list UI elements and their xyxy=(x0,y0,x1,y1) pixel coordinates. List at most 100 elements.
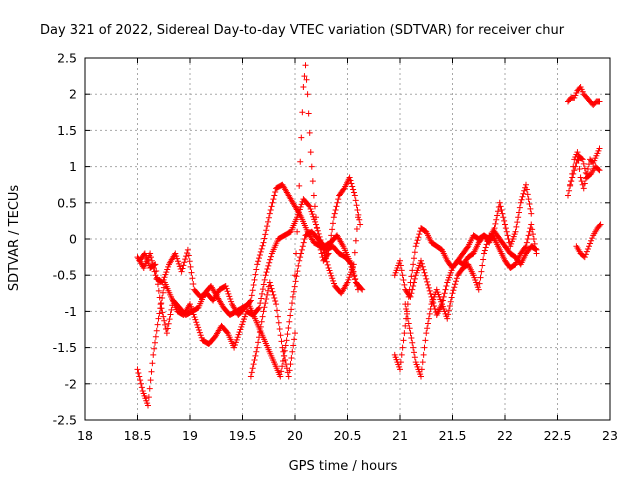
data-point xyxy=(277,373,284,380)
data-point xyxy=(586,243,592,250)
data-point xyxy=(158,300,165,307)
data-point xyxy=(257,248,264,255)
data-point xyxy=(328,232,335,239)
data-point xyxy=(232,342,238,349)
data-point xyxy=(291,283,298,290)
data-point xyxy=(157,301,164,308)
data-point xyxy=(224,288,231,295)
data-point xyxy=(281,352,288,359)
data-point xyxy=(425,284,432,291)
data-point xyxy=(147,250,154,257)
data-point xyxy=(182,256,189,263)
data-point xyxy=(156,294,163,301)
data-point xyxy=(529,226,536,233)
data-point xyxy=(152,333,159,340)
data-point xyxy=(196,329,203,336)
data-point xyxy=(533,250,540,257)
data-point xyxy=(232,339,239,346)
data-point xyxy=(239,321,246,328)
data-point xyxy=(277,332,284,339)
data-point xyxy=(237,326,244,333)
data-point xyxy=(502,221,508,228)
data-point xyxy=(254,261,261,268)
data-point xyxy=(574,149,581,156)
data-point xyxy=(299,243,306,250)
data-point xyxy=(330,214,337,221)
data-point xyxy=(318,250,325,257)
data-point xyxy=(427,305,434,312)
data-point xyxy=(352,197,359,204)
data-point xyxy=(582,251,589,258)
data-point xyxy=(191,314,198,321)
data-point xyxy=(411,275,418,282)
data-point xyxy=(566,187,573,194)
data-point xyxy=(349,183,356,190)
data-point xyxy=(406,325,413,332)
data-point xyxy=(316,243,323,250)
data-point xyxy=(253,348,260,355)
data-point xyxy=(256,304,263,311)
data-point xyxy=(227,295,234,302)
data-point xyxy=(331,210,338,217)
data-point xyxy=(513,223,520,230)
data-point xyxy=(313,214,319,221)
data-point xyxy=(276,325,283,332)
data-point xyxy=(478,268,485,275)
data-point xyxy=(293,273,300,280)
data-point xyxy=(255,339,262,346)
data-point xyxy=(250,282,257,289)
data-point xyxy=(344,279,351,286)
data-point xyxy=(155,287,162,294)
data-point xyxy=(249,287,256,294)
data-point xyxy=(353,226,360,233)
x-tick-label: 21 xyxy=(392,428,408,443)
data-point xyxy=(136,373,143,380)
data-point xyxy=(408,290,415,297)
data-point xyxy=(251,357,258,364)
data-point xyxy=(523,186,530,193)
x-tick-label: 21.5 xyxy=(439,428,467,443)
data-point xyxy=(154,281,161,288)
data-point xyxy=(278,338,285,345)
data-point xyxy=(258,318,265,325)
data-point xyxy=(260,308,267,315)
data-point xyxy=(193,319,200,326)
data-point xyxy=(184,246,191,253)
data-point xyxy=(530,231,536,238)
data-point xyxy=(451,284,458,291)
data-point xyxy=(194,321,201,328)
data-point xyxy=(285,324,292,331)
data-point xyxy=(425,315,432,322)
data-point xyxy=(596,145,603,152)
data-point xyxy=(576,166,583,173)
data-point xyxy=(166,316,173,323)
data-point xyxy=(146,385,153,392)
data-point xyxy=(426,287,433,294)
data-point xyxy=(138,384,145,391)
data-point xyxy=(351,192,358,199)
data-point xyxy=(247,373,254,380)
data-point xyxy=(187,301,193,308)
data-point xyxy=(595,166,602,173)
data-point xyxy=(500,214,507,221)
data-point xyxy=(403,305,410,312)
data-point xyxy=(452,281,459,288)
data-point xyxy=(531,240,538,247)
y-tick-label: 1 xyxy=(69,159,77,174)
data-point xyxy=(223,329,230,336)
data-point xyxy=(570,170,577,177)
data-point xyxy=(285,373,292,380)
data-point xyxy=(301,236,308,242)
data-point xyxy=(516,209,522,216)
data-point xyxy=(330,277,337,284)
data-point xyxy=(447,298,454,305)
data-point xyxy=(272,188,279,195)
data-point xyxy=(567,181,574,188)
data-point xyxy=(584,166,591,173)
data-point xyxy=(255,305,262,312)
data-point xyxy=(504,232,511,239)
data-points xyxy=(134,62,604,409)
data-point xyxy=(399,272,406,279)
data-point xyxy=(274,313,281,320)
x-axis: 18 18.5 19 19.5 20 20.5 21 21.5 22 22.5 23 xyxy=(77,58,618,443)
